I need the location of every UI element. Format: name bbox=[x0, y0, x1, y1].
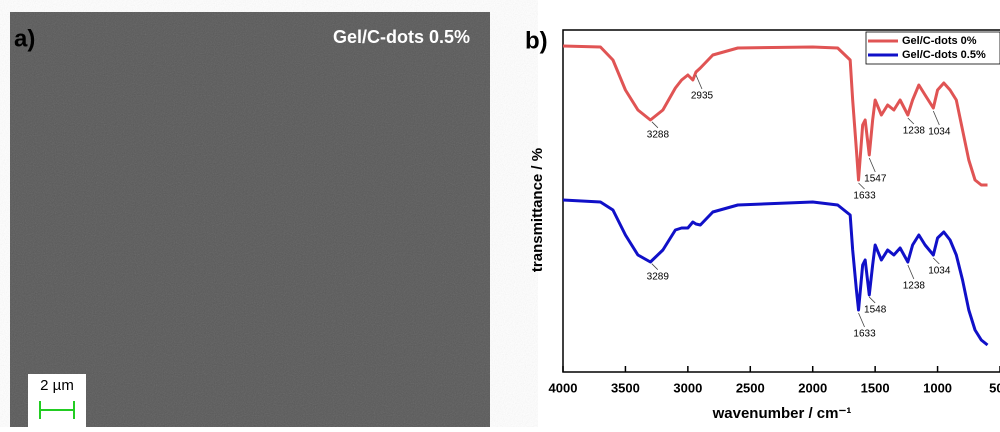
peak-leader bbox=[651, 121, 659, 129]
x-axis-label: wavenumber / cm⁻¹ bbox=[712, 405, 852, 422]
peak-leader bbox=[651, 263, 659, 270]
x-tick-label: 2500 bbox=[736, 380, 765, 395]
peak-label: 3288 bbox=[647, 129, 670, 140]
peak-leader bbox=[868, 296, 876, 304]
peak-label: 1633 bbox=[853, 329, 876, 340]
peak-label: 3289 bbox=[647, 271, 670, 282]
peak-label: 1633 bbox=[853, 191, 876, 202]
series-line bbox=[562, 198, 989, 347]
peak-leader bbox=[695, 74, 703, 90]
peak-leader bbox=[907, 264, 915, 280]
panel-label: b) bbox=[525, 27, 548, 54]
sem-texture bbox=[10, 12, 490, 427]
x-tick-label: 1500 bbox=[861, 380, 890, 395]
x-tick-label: 500 bbox=[989, 380, 1000, 395]
scale-label: 2 µm bbox=[40, 377, 74, 394]
peak-label: 1548 bbox=[864, 305, 887, 316]
peak-leader bbox=[868, 157, 876, 173]
x-tick-label: 3500 bbox=[611, 380, 640, 395]
panel-label: a) bbox=[14, 25, 35, 52]
peak-leader bbox=[932, 110, 940, 126]
peak-label: 1034 bbox=[928, 266, 951, 277]
scale-bar bbox=[39, 401, 75, 419]
legend-label: Gel/C-dots 0.5% bbox=[902, 49, 986, 61]
peak-label: 2935 bbox=[691, 91, 714, 102]
plot-frame bbox=[562, 29, 1000, 373]
series-line bbox=[562, 44, 988, 187]
y-axis-label: transmittance / % bbox=[529, 148, 546, 272]
peak-leader bbox=[858, 182, 865, 190]
legend-label: Gel/C-dots 0% bbox=[902, 35, 977, 47]
peak-label: 1547 bbox=[864, 174, 887, 185]
peak-label: 1238 bbox=[903, 126, 926, 137]
peak-leader bbox=[858, 312, 865, 328]
legend-box bbox=[865, 31, 1000, 65]
scale-box bbox=[28, 374, 86, 427]
sample-label: Gel/C-dots 0.5% bbox=[333, 27, 470, 47]
x-tick-label: 3000 bbox=[673, 380, 702, 395]
x-tick-label: 1000 bbox=[923, 380, 952, 395]
peak-leader bbox=[933, 257, 940, 265]
x-tick-label: 4000 bbox=[549, 380, 578, 395]
peak-label: 1034 bbox=[928, 127, 951, 138]
peak-leader bbox=[907, 117, 915, 125]
x-tick-label: 2000 bbox=[798, 380, 827, 395]
peak-label: 1238 bbox=[903, 281, 926, 292]
